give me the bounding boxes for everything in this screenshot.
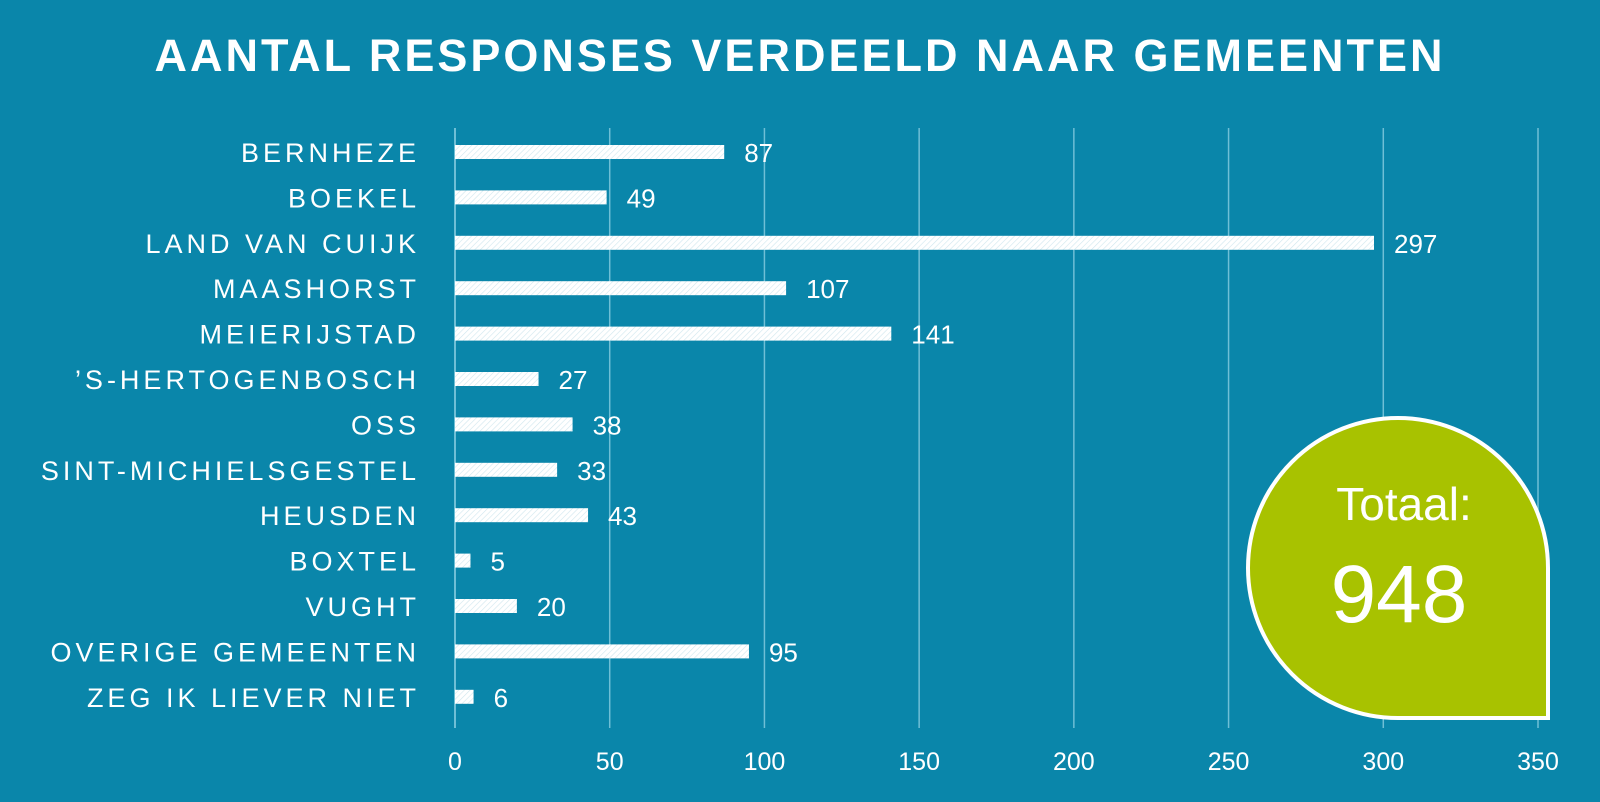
x-tick-label: 150 — [898, 748, 940, 776]
x-tick-label: 350 — [1517, 748, 1559, 776]
x-tick-label: 100 — [744, 748, 786, 776]
data-label: 5 — [490, 547, 504, 577]
data-label: 6 — [494, 683, 508, 713]
x-tick-label: 200 — [1053, 748, 1095, 776]
bar — [455, 462, 558, 477]
category-label: MEIERIJSTAD — [199, 320, 420, 350]
x-tick-label: 300 — [1362, 748, 1404, 776]
data-label: 141 — [911, 320, 954, 350]
bar — [455, 235, 1375, 250]
x-tick-label: 250 — [1208, 748, 1250, 776]
category-label: ZEG IK LIEVER NIET — [87, 683, 420, 713]
bar — [455, 508, 589, 523]
bar — [455, 689, 474, 704]
category-label: ’S-HERTOGENBOSCH — [75, 365, 420, 395]
category-label: BOXTEL — [289, 547, 420, 577]
total-badge: Totaal: 948 — [1246, 416, 1550, 720]
bar — [455, 644, 749, 659]
data-label: 297 — [1394, 229, 1437, 259]
bar — [455, 417, 573, 432]
data-label: 95 — [769, 637, 798, 667]
data-label: 20 — [537, 592, 566, 622]
category-label: LAND VAN CUIJK — [145, 229, 420, 259]
category-label: HEUSDEN — [260, 501, 420, 531]
bar — [455, 553, 471, 568]
category-label: SINT-MICHIELSGESTEL — [41, 456, 420, 486]
category-label: OSS — [351, 410, 420, 440]
bar — [455, 190, 607, 205]
category-label: BOEKEL — [288, 183, 420, 213]
bar — [455, 145, 725, 159]
category-label: BERNHEZE — [241, 138, 420, 168]
total-label: Totaal: — [1336, 478, 1472, 530]
total-value: 948 — [1331, 549, 1468, 640]
bar — [455, 326, 892, 341]
category-label: VUGHT — [306, 592, 421, 622]
data-label: 107 — [806, 274, 849, 304]
total-badge-shape — [1246, 416, 1550, 720]
data-label: 38 — [593, 410, 622, 440]
x-tick-label: 50 — [596, 748, 624, 776]
data-label: 33 — [577, 456, 606, 486]
bar — [455, 599, 517, 613]
x-tick-label: 0 — [448, 748, 462, 776]
category-label: OVERIGE GEMEENTEN — [50, 637, 420, 667]
data-label: 87 — [744, 138, 773, 168]
data-label: 27 — [559, 365, 588, 395]
x-axis-ticks: 0 50 100 150 200 250 300 350 — [448, 748, 1559, 776]
data-label: 49 — [627, 183, 656, 213]
category-labels: BERNHEZE BOEKEL LAND VAN CUIJK MAASHORST MEI… — [41, 138, 421, 713]
category-label: MAASHORST — [213, 274, 420, 304]
bar — [455, 281, 787, 296]
data-label: 43 — [608, 501, 637, 531]
chart-title: AANTAL RESPONSES VERDEELD NAAR GEMEENTEN — [154, 30, 1446, 81]
bar — [455, 372, 539, 386]
